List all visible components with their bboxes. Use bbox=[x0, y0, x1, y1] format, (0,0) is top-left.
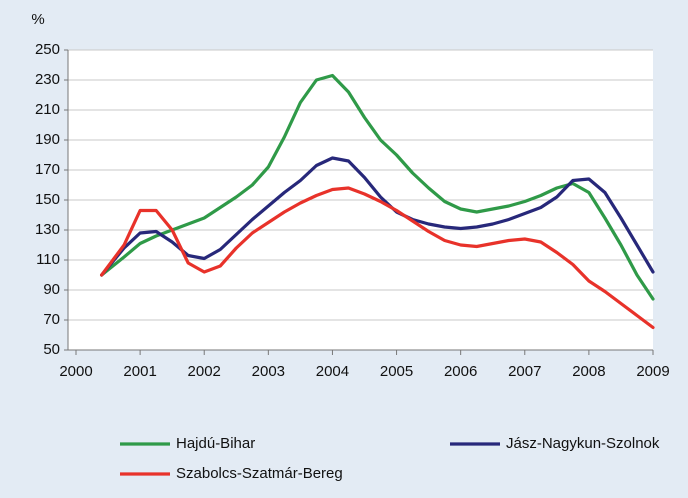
y-tick-label: 50 bbox=[43, 341, 60, 358]
x-tick-label: 2004 bbox=[316, 363, 349, 380]
series-line bbox=[100, 186, 655, 330]
x-tick-label: 2006 bbox=[444, 363, 477, 380]
x-tick-label: 2003 bbox=[252, 363, 285, 380]
x-tick-label: 2000 bbox=[59, 363, 92, 380]
y-tick-label: 110 bbox=[36, 251, 60, 268]
y-tick-label: 150 bbox=[35, 191, 60, 208]
x-tick-label: 2008 bbox=[572, 363, 605, 380]
y-tick-label: 70 bbox=[43, 311, 60, 328]
legend-label: Szabolcs-Szatmár-Bereg bbox=[176, 465, 343, 482]
x-tick-label: 2007 bbox=[508, 363, 541, 380]
x-tick-label: 2009 bbox=[636, 363, 669, 380]
x-tick-label: 2005 bbox=[380, 363, 413, 380]
y-tick-label: 190 bbox=[35, 131, 60, 148]
y-tick-label: 130 bbox=[35, 221, 60, 238]
legend-label: Jász-Nagykun-Szolnok bbox=[506, 435, 660, 452]
y-tick-label: 230 bbox=[35, 71, 60, 88]
x-tick-label: 2001 bbox=[123, 363, 156, 380]
y-tick-label: 170 bbox=[35, 161, 60, 178]
series-line bbox=[100, 73, 655, 301]
series-line bbox=[100, 156, 655, 277]
y-tick-label: 250 bbox=[35, 41, 60, 58]
x-tick-label: 2002 bbox=[188, 363, 221, 380]
legend-label: Hajdú-Bihar bbox=[176, 435, 255, 452]
y-axis-label: % bbox=[31, 11, 44, 28]
y-tick-label: 90 bbox=[43, 281, 60, 298]
y-tick-label: 210 bbox=[35, 101, 60, 118]
